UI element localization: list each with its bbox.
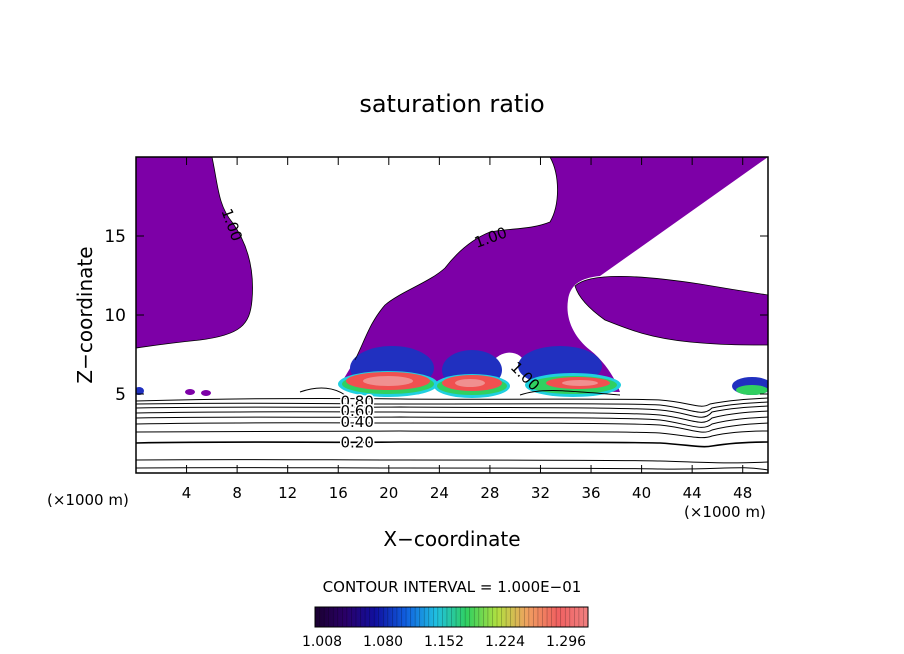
- colorbar-tick-label: 1.080: [363, 634, 403, 650]
- core-pink-2: [455, 379, 485, 387]
- x-tick-label: 24: [430, 484, 449, 502]
- colorbar: [314, 606, 589, 628]
- y-tick-label: 5: [115, 385, 126, 405]
- patch-1: [136, 387, 144, 395]
- patch-3: [201, 390, 211, 396]
- colorbar-tick-label: 1.008: [302, 634, 342, 650]
- contour-interval-text: CONTOUR INTERVAL = 1.000E−01: [323, 578, 582, 596]
- plot-area: [136, 157, 768, 471]
- colorbar-labels: 1.008 1.080 1.152 1.224 1.296: [302, 634, 586, 650]
- colorbar-tick-label: 1.152: [424, 634, 464, 650]
- y-axis-label: Z−coordinate: [73, 246, 97, 383]
- x-tick-label: 40: [632, 484, 651, 502]
- x-tick-label: 36: [581, 484, 600, 502]
- x-tick-label: 32: [531, 484, 550, 502]
- x-tick-label: 28: [480, 484, 499, 502]
- x-tick-label: 48: [733, 484, 752, 502]
- x-tick-label: 44: [683, 484, 702, 502]
- x-axis-label: X−coordinate: [383, 527, 520, 551]
- core-pink-3: [562, 380, 598, 386]
- contour-unity: [136, 157, 768, 361]
- colorbar-tick-label: 1.296: [546, 634, 586, 650]
- contour-lines: [136, 387, 768, 471]
- contour-label: 0.20: [340, 434, 373, 452]
- contour-label: 0.60: [340, 402, 373, 420]
- core-green-4: [736, 385, 768, 395]
- fill-region-upper-left: [136, 157, 253, 348]
- x-tick-label: 8: [232, 484, 242, 502]
- y-tick-label: 15: [104, 227, 126, 247]
- chart-title: saturation ratio: [359, 90, 544, 118]
- patch-2: [185, 389, 195, 395]
- contour-label: 0.80: [340, 393, 373, 411]
- core-pink-1: [363, 376, 413, 386]
- contour-label: 0.40: [340, 413, 373, 431]
- x-tick-label: 12: [278, 484, 297, 502]
- colorbar-hatching: [319, 607, 584, 627]
- fill-region-plume: [340, 157, 768, 392]
- x-tick-label: 16: [329, 484, 348, 502]
- x-tick-label: 4: [182, 484, 192, 502]
- x-tick-label: 20: [379, 484, 398, 502]
- x-unit-left: (×1000 m): [47, 491, 129, 509]
- x-unit-right: (×1000 m): [684, 503, 766, 521]
- y-tick-label: 10: [104, 306, 126, 326]
- colorbar-tick-label: 1.224: [485, 634, 525, 650]
